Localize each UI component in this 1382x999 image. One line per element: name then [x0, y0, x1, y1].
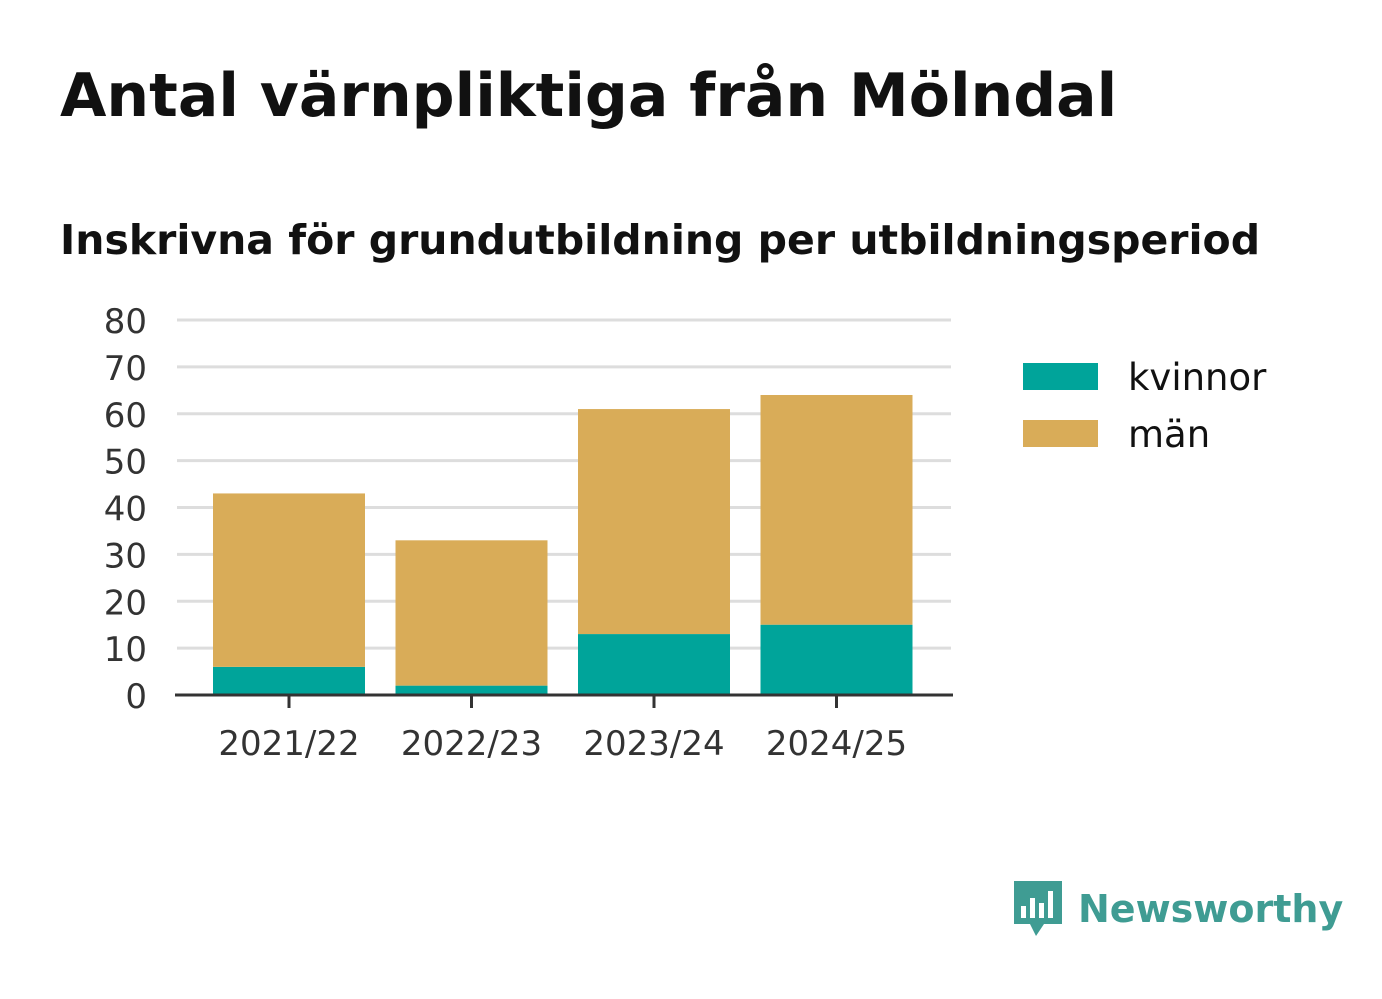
legend-label-man: män: [1128, 413, 1210, 456]
y-tick-label: 10: [104, 630, 147, 670]
y-axis-ticks: 0 10 20 30 40 50 60 70 80: [104, 302, 147, 717]
legend: kvinnor män: [1023, 356, 1267, 456]
bar-man-2024-25[interactable]: [760, 395, 913, 625]
newsworthy-logo[interactable]: Newsworthy: [1010, 878, 1343, 940]
y-tick-label: 0: [125, 677, 147, 717]
y-tick-label: 40: [104, 490, 147, 530]
x-tick-label: 2024/25: [766, 724, 907, 764]
y-tick-label: 20: [104, 583, 147, 623]
x-tick-label: 2022/23: [401, 724, 542, 764]
legend-label-kvinnor: kvinnor: [1128, 356, 1267, 399]
y-tick-label: 80: [104, 302, 147, 342]
bars: [213, 395, 913, 695]
bar-man-2023-24[interactable]: [578, 409, 730, 635]
chart-title: Antal värnpliktiga från Mölndal: [60, 61, 1118, 131]
newsworthy-logo-icon: [1014, 881, 1062, 936]
y-tick-label: 70: [104, 349, 147, 389]
bar-kvinnor-2022-23[interactable]: [395, 685, 548, 695]
x-tick-label: 2021/22: [218, 724, 359, 764]
x-tick-label: 2023/24: [583, 724, 724, 764]
bar-man-2021-22[interactable]: [213, 493, 365, 667]
legend-swatch-man: [1023, 420, 1098, 447]
chart-subtitle: Inskrivna för grundutbildning per utbild…: [60, 216, 1261, 264]
bar-kvinnor-2021-22[interactable]: [213, 666, 365, 695]
y-tick-label: 50: [104, 443, 147, 483]
bar-man-2022-23[interactable]: [395, 540, 548, 686]
bar-kvinnor-2023-24[interactable]: [578, 634, 730, 695]
y-tick-label: 30: [104, 536, 147, 576]
bar-kvinnor-2024-25[interactable]: [760, 624, 913, 695]
legend-swatch-kvinnor: [1023, 363, 1098, 390]
brand-name: Newsworthy: [1078, 887, 1344, 931]
x-axis: 2021/22 2022/23 2023/24 2024/25: [175, 693, 953, 764]
y-tick-label: 60: [104, 396, 147, 436]
